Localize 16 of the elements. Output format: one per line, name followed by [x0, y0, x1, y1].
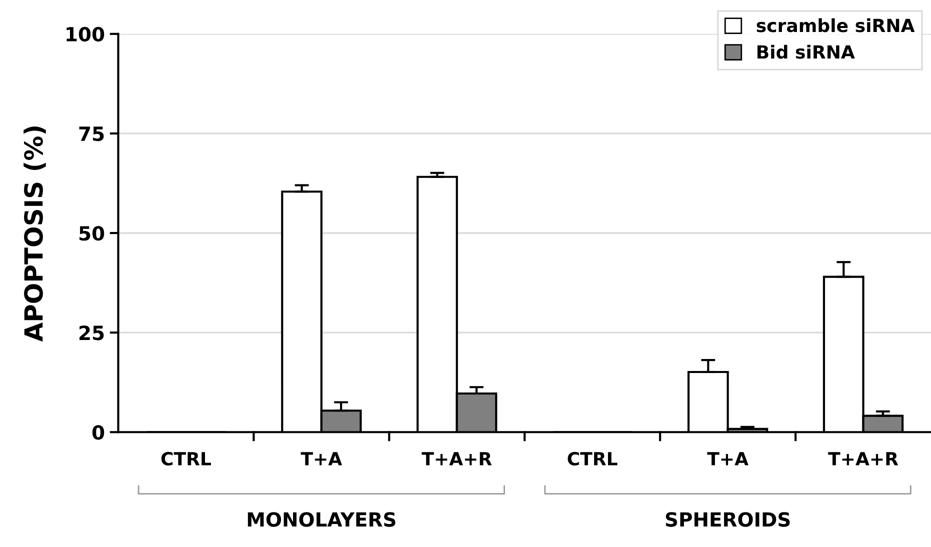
y-axis-title: APOPTOSIS (%): [24, 126, 46, 342]
legend-label: scramble siRNA: [756, 18, 915, 32]
x-tick-label: T+A: [707, 452, 748, 466]
x-tick-label: CTRL: [568, 452, 618, 466]
legend-label: Bid siRNA: [757, 44, 855, 59]
y-tick-label: 0: [92, 425, 104, 440]
x-tick-label: T+A+R: [828, 452, 898, 466]
text: SPHEROIDS: [666, 512, 790, 527]
x-tick-label: CTRL: [161, 452, 211, 466]
text: MONOLAYERS: [248, 512, 396, 527]
x-tick-label: T+A: [300, 452, 342, 466]
y-tick-label: 75: [79, 126, 104, 142]
x-tick-label: T+A+R: [422, 452, 492, 466]
y-tick-label: 100: [66, 26, 104, 42]
y-tick-label: 25: [80, 326, 104, 340]
y-tick-label: 50: [79, 226, 104, 241]
